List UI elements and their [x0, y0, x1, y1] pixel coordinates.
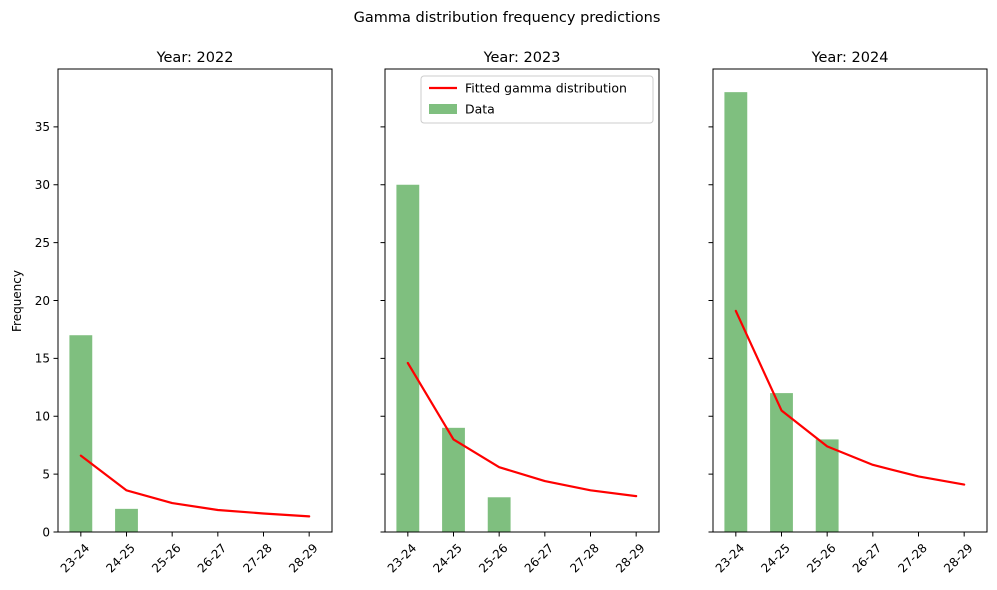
panel-title: Year: 2024 [811, 50, 889, 66]
x-tick-label: 23-24 [385, 541, 420, 576]
bar [442, 427, 465, 532]
x-tick-label: 24-25 [758, 541, 793, 576]
bar [396, 184, 420, 532]
x-tick-label: 25-26 [149, 541, 184, 576]
x-tick-label: 25-26 [804, 541, 839, 576]
fit-line [79, 454, 311, 518]
panel-2: 23-24 24-25 25-26 26-27 27-28 28-29 Year: 2023 [380, 50, 660, 576]
x-tick-label: 25-26 [476, 541, 511, 576]
x-tick-label: 26-27 [195, 541, 230, 576]
x-tick-label: 28-29 [613, 541, 648, 576]
legend: Fitted gamma distribution Data [420, 75, 654, 124]
y-tick-label: 15 [35, 352, 50, 366]
bar [487, 497, 511, 532]
bar [770, 393, 793, 532]
y-tick-label: 35 [35, 120, 50, 134]
y-tick-label: 5 [42, 467, 50, 481]
legend-label: Fitted gamma distribution [465, 81, 627, 96]
y-tick-label: 10 [35, 410, 50, 424]
x-tick-label: 23-24 [58, 541, 93, 576]
x-tick-label: 27-28 [567, 541, 602, 576]
x-tick-label: 24-25 [103, 541, 138, 576]
y-tick-label: 25 [35, 236, 50, 250]
legend-label: Data [465, 102, 495, 117]
x-tick-label: 26-27 [522, 541, 557, 576]
bar [115, 508, 138, 532]
x-tick-label: 28-29 [941, 541, 976, 576]
x-tick-label: 27-28 [895, 541, 930, 576]
y-tick-label: 30 [35, 178, 50, 192]
x-tick-label: 27-28 [240, 541, 275, 576]
fit-line [734, 309, 966, 486]
x-tick-label: 23-24 [713, 541, 748, 576]
panel-1: 0 5 10 15 20 25 30 35 23-24 24-25 25-26 26-27 27-28 2… [35, 50, 333, 576]
panel-title: Year: 2023 [483, 50, 561, 66]
x-tick-label: 24-25 [430, 541, 465, 576]
x-tick-label: 26-27 [850, 541, 885, 576]
legend-frame [420, 75, 654, 124]
panel-3: 23-24 24-25 25-26 26-27 27-28 28-29 Year: 2024 [708, 50, 988, 576]
y-tick-label: 0 [42, 525, 50, 539]
y-axis-label: Frequency [10, 270, 24, 332]
legend-bar-swatch [429, 104, 457, 114]
x-tick-label: 28-29 [286, 541, 321, 576]
chart-suptitle: Gamma distribution frequency predictions [354, 10, 661, 26]
bar [69, 335, 93, 532]
axes-frame [384, 68, 660, 533]
axes-frame [57, 68, 333, 533]
bar [815, 439, 839, 532]
panel-title: Year: 2022 [156, 50, 234, 66]
axes-frame [712, 68, 988, 533]
y-tick-label: 20 [35, 294, 50, 308]
fit-line [406, 361, 638, 498]
